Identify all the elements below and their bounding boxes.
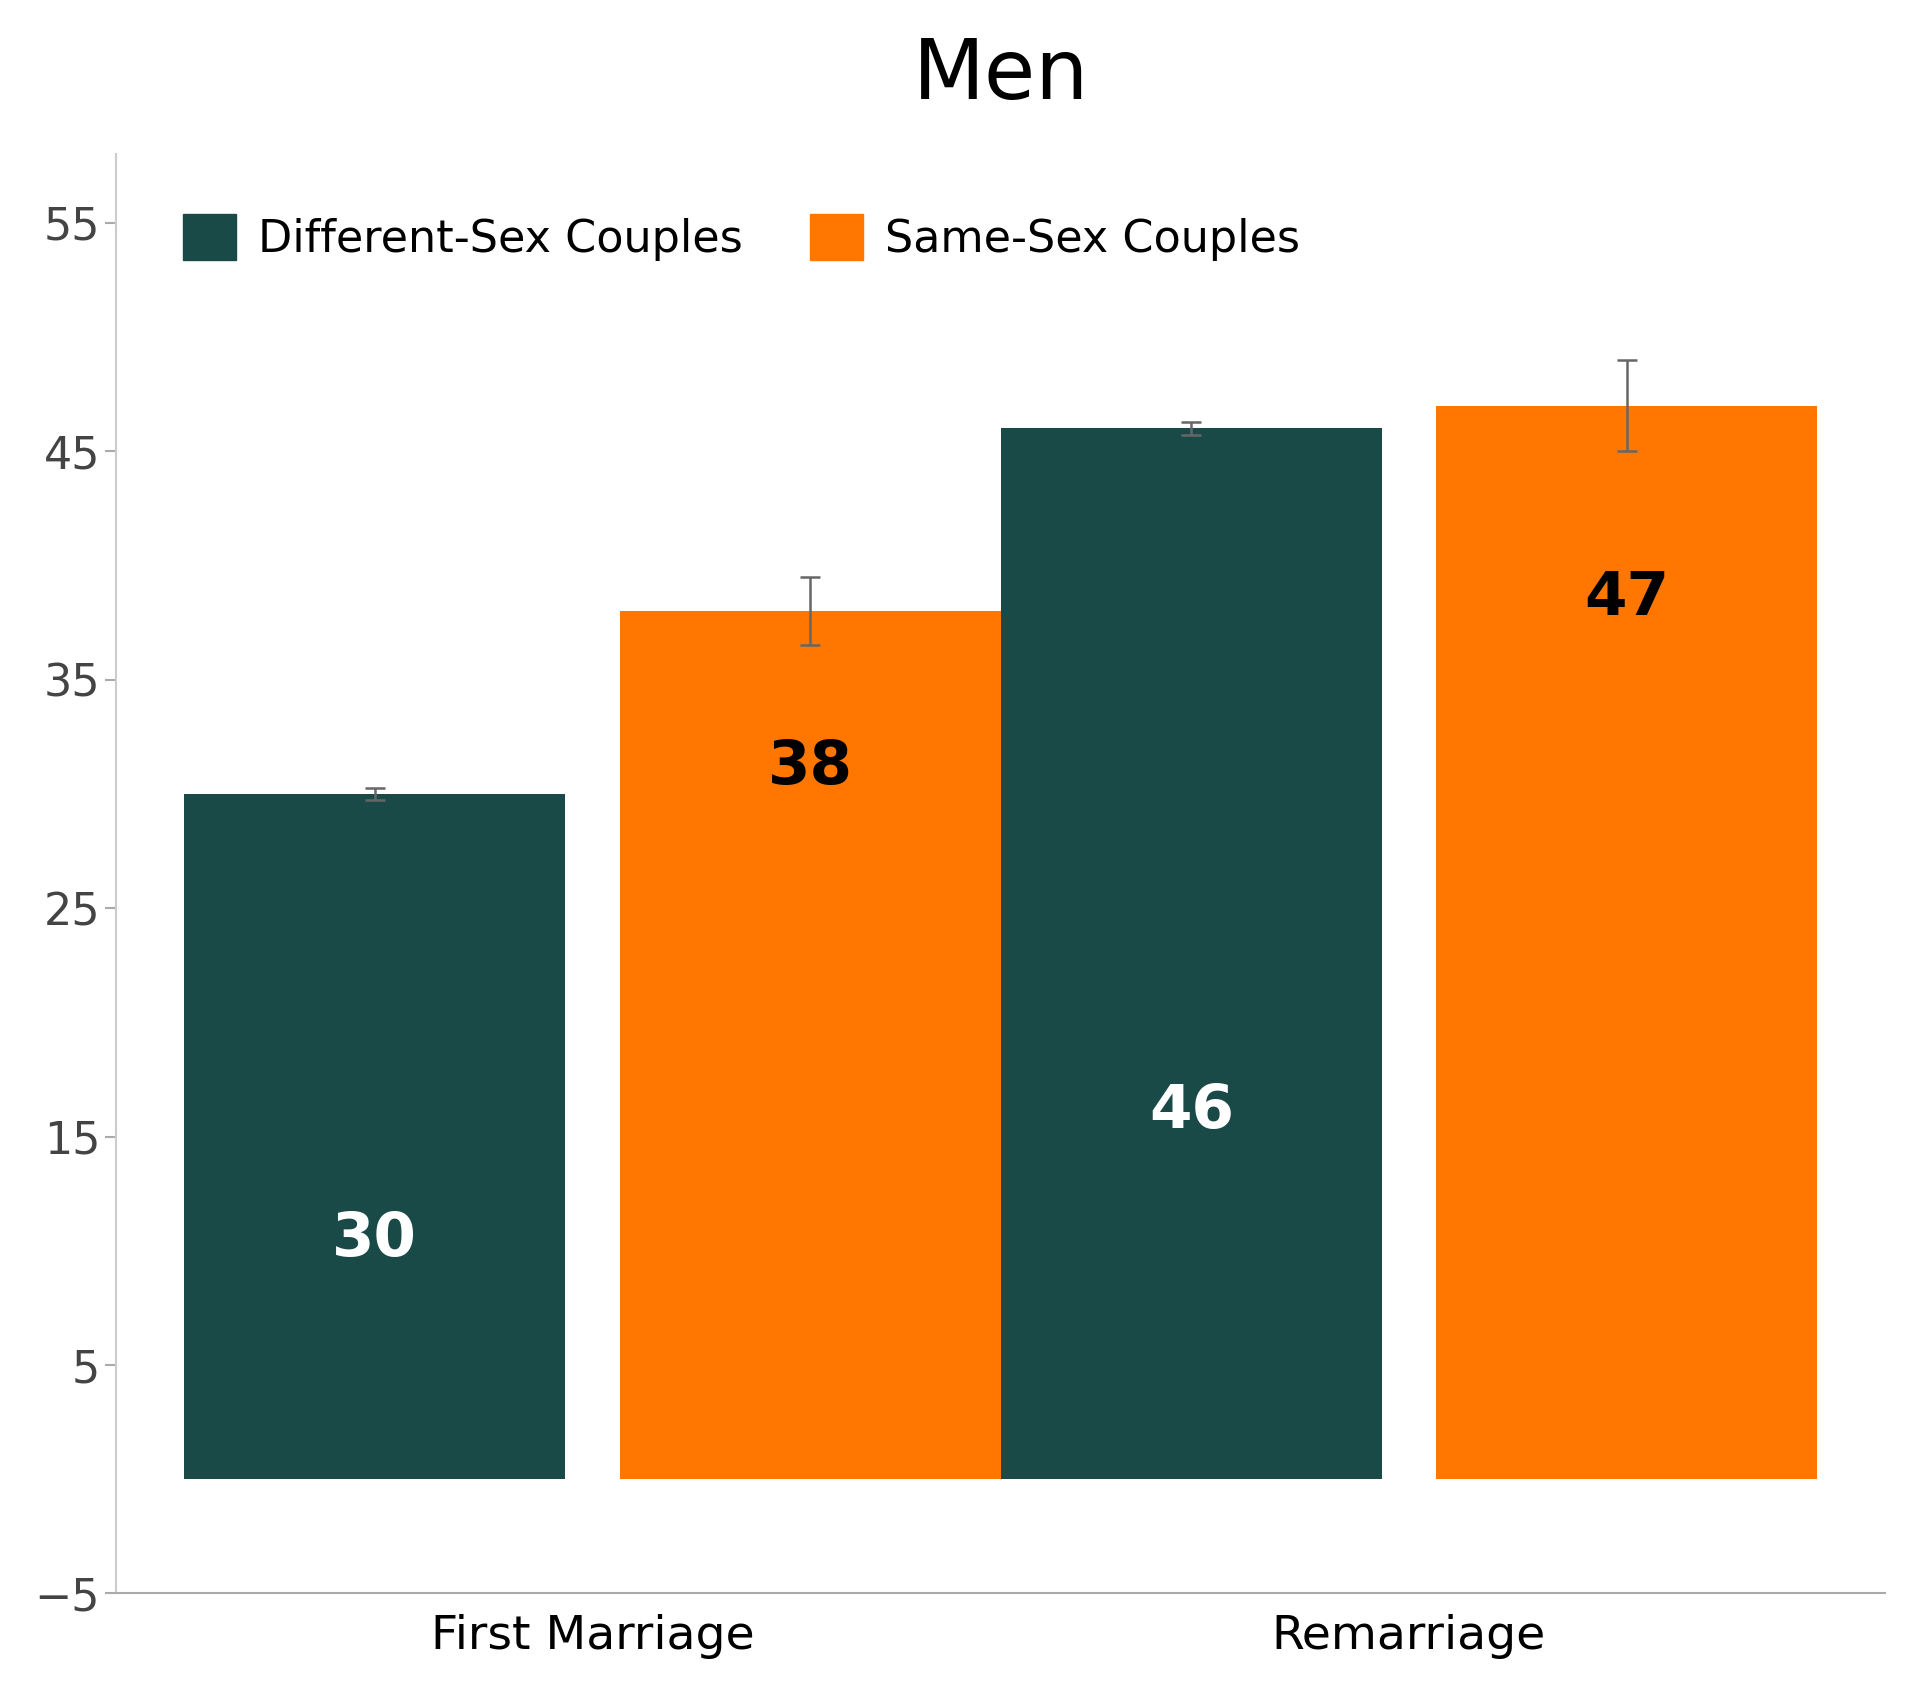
Text: 30: 30 <box>332 1210 417 1269</box>
Text: 38: 38 <box>768 739 852 796</box>
Text: 47: 47 <box>1584 569 1668 628</box>
Bar <box>620 612 1000 1479</box>
Title: Men: Men <box>912 34 1089 115</box>
Bar <box>1000 429 1382 1479</box>
Text: 46: 46 <box>1148 1082 1235 1142</box>
Bar <box>184 794 564 1479</box>
Legend: Different-Sex Couples, Same-Sex Couples: Different-Sex Couples, Same-Sex Couples <box>175 205 1309 269</box>
Bar <box>1436 405 1816 1479</box>
